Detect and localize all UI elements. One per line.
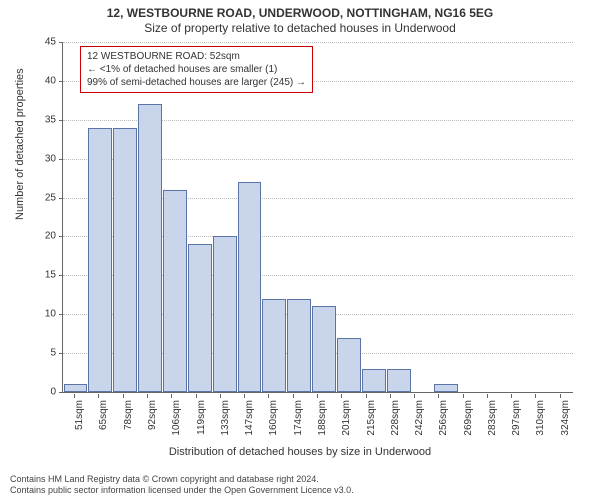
xtick-mark (438, 394, 439, 398)
xtick-label: 297sqm (511, 400, 522, 436)
annotation-line-3: 99% of semi-detached houses are larger (… (87, 76, 306, 89)
bar (213, 236, 237, 392)
chart-area: 051015202530354045 51sqm65sqm78sqm92sqm1… (62, 42, 572, 392)
xtick-label: 201sqm (341, 400, 352, 436)
chart-container: 12, WESTBOURNE ROAD, UNDERWOOD, NOTTINGH… (0, 0, 600, 500)
title-main: 12, WESTBOURNE ROAD, UNDERWOOD, NOTTINGH… (0, 0, 600, 20)
bar (163, 190, 187, 392)
xtick-mark (414, 394, 415, 398)
bar (262, 299, 286, 392)
xtick-mark (511, 394, 512, 398)
bars-group (63, 42, 573, 392)
footer-line-2: Contains public sector information licen… (10, 485, 354, 496)
bar (387, 369, 411, 392)
ytick-mark (59, 159, 63, 160)
xtick-mark (535, 394, 536, 398)
annotation-line-2: ← <1% of detached houses are smaller (1) (87, 63, 306, 76)
ytick-mark (59, 314, 63, 315)
bar (434, 384, 458, 392)
ytick-mark (59, 353, 63, 354)
xtick-label: 160sqm (268, 400, 279, 436)
bar (88, 128, 112, 392)
bar (64, 384, 88, 392)
xtick-mark (560, 394, 561, 398)
xtick-mark (220, 394, 221, 398)
xtick-mark (171, 394, 172, 398)
ytick-label: 10 (26, 309, 56, 320)
xtick-mark (366, 394, 367, 398)
ytick-label: 35 (26, 114, 56, 125)
xtick-mark (147, 394, 148, 398)
xtick-label: 65sqm (98, 400, 109, 430)
ytick-label: 30 (26, 153, 56, 164)
bar (312, 306, 336, 392)
ytick-label: 25 (26, 192, 56, 203)
ytick-mark (59, 275, 63, 276)
bar (138, 104, 162, 392)
xtick-mark (317, 394, 318, 398)
annotation-line-1: 12 WESTBOURNE ROAD: 52sqm (87, 50, 306, 63)
xtick-label: 174sqm (293, 400, 304, 436)
y-axis-label: Number of detached properties (14, 68, 26, 220)
ytick-label: 45 (26, 37, 56, 48)
xtick-label: 269sqm (463, 400, 474, 436)
ytick-mark (59, 81, 63, 82)
bar (337, 338, 361, 392)
ytick-mark (59, 42, 63, 43)
x-axis-label: Distribution of detached houses by size … (0, 446, 600, 458)
bar (287, 299, 311, 392)
bar (238, 182, 262, 392)
plot-area (62, 42, 573, 393)
xtick-label: 324sqm (560, 400, 571, 436)
ytick-label: 40 (26, 75, 56, 86)
xtick-label: 92sqm (147, 400, 158, 430)
ytick-mark (59, 198, 63, 199)
footer-line-1: Contains HM Land Registry data © Crown c… (10, 474, 354, 485)
xtick-label: 106sqm (171, 400, 182, 436)
xtick-mark (463, 394, 464, 398)
xtick-mark (341, 394, 342, 398)
xtick-label: 119sqm (196, 400, 207, 435)
ytick-label: 5 (26, 348, 56, 359)
ytick-label: 20 (26, 231, 56, 242)
xtick-label: 215sqm (366, 400, 377, 436)
footer-text: Contains HM Land Registry data © Crown c… (10, 474, 354, 497)
ytick-mark (59, 392, 63, 393)
xtick-label: 228sqm (390, 400, 401, 436)
bar (362, 369, 386, 392)
xtick-mark (268, 394, 269, 398)
xtick-mark (74, 394, 75, 398)
ytick-label: 15 (26, 270, 56, 281)
xtick-label: 78sqm (123, 400, 134, 430)
ytick-label: 0 (26, 387, 56, 398)
xtick-label: 147sqm (244, 400, 255, 436)
xtick-label: 310sqm (535, 400, 546, 436)
xtick-mark (487, 394, 488, 398)
xtick-mark (244, 394, 245, 398)
xtick-label: 283sqm (487, 400, 498, 436)
annotation-box: 12 WESTBOURNE ROAD: 52sqm ← <1% of detac… (80, 46, 313, 93)
xtick-label: 256sqm (438, 400, 449, 436)
title-sub: Size of property relative to detached ho… (0, 20, 600, 35)
ytick-mark (59, 236, 63, 237)
bar (188, 244, 212, 392)
xtick-mark (123, 394, 124, 398)
xtick-mark (98, 394, 99, 398)
xtick-label: 133sqm (220, 400, 231, 436)
xtick-mark (390, 394, 391, 398)
bar (113, 128, 137, 392)
xtick-label: 242sqm (414, 400, 425, 436)
ytick-mark (59, 120, 63, 121)
xtick-label: 51sqm (74, 400, 85, 430)
xtick-mark (293, 394, 294, 398)
xtick-mark (196, 394, 197, 398)
xtick-label: 188sqm (317, 400, 328, 436)
